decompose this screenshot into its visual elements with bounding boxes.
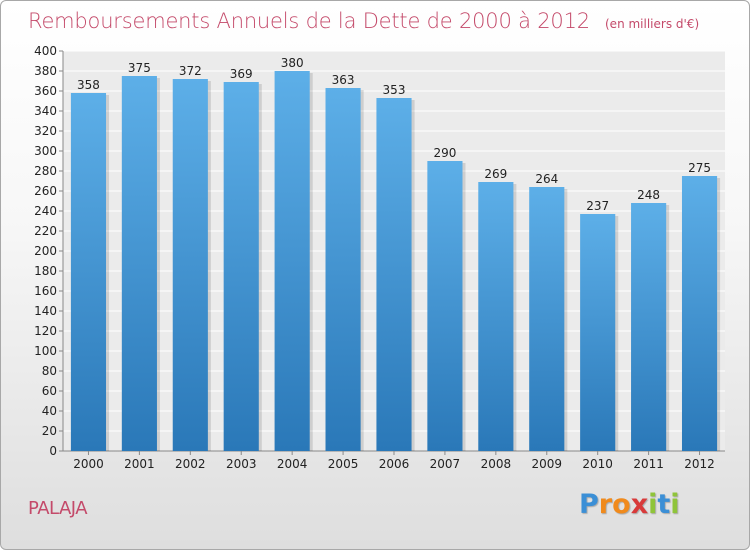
logo-letter: o: [612, 489, 631, 520]
y-tick-label: 200: [34, 244, 57, 258]
data-label: 369: [230, 67, 253, 81]
bar: [121, 76, 157, 451]
y-tick-label: 260: [34, 184, 57, 198]
y-tick-label: 360: [34, 84, 57, 98]
data-label: 237: [586, 199, 609, 213]
bar: [172, 79, 208, 451]
data-label: 358: [77, 78, 100, 92]
x-tick-label: 2009: [531, 457, 562, 471]
data-label: 269: [484, 167, 507, 181]
logo-letter: x: [630, 489, 649, 520]
y-tick-label: 80: [42, 364, 57, 378]
proxiti-logo: Proxiti: [579, 489, 699, 529]
x-tick-label: 2001: [124, 457, 155, 471]
x-tick-label: 2010: [582, 457, 613, 471]
logo-letter: t: [657, 489, 671, 520]
y-tick-label: 0: [49, 444, 57, 458]
y-tick-label: 220: [34, 224, 57, 238]
bar: [325, 88, 361, 451]
x-tick-label: 2002: [175, 457, 206, 471]
y-tick-label: 400: [34, 44, 57, 58]
y-tick-label: 160: [34, 284, 57, 298]
chart-title: Remboursements Annuels de la Dette de 20…: [28, 9, 699, 33]
y-tick-label: 60: [42, 384, 57, 398]
y-tick-label: 140: [34, 304, 57, 318]
x-tick-label: 2008: [481, 457, 512, 471]
chart-title-text: Remboursements Annuels de la Dette de 20…: [28, 9, 590, 33]
data-label: 363: [332, 73, 355, 87]
y-tick-label: 120: [34, 324, 57, 338]
x-tick-label: 2005: [328, 457, 359, 471]
bar: [631, 203, 667, 451]
bar: [529, 187, 565, 451]
x-tick-label: 2000: [73, 457, 104, 471]
y-tick-label: 40: [42, 404, 57, 418]
x-tick-label: 2004: [277, 457, 308, 471]
commune-name: PALAJA: [28, 498, 88, 519]
bar: [580, 214, 616, 451]
x-tick-label: 2006: [379, 457, 410, 471]
y-tick-label: 180: [34, 264, 57, 278]
y-tick-label: 300: [34, 144, 57, 158]
y-tick-label: 240: [34, 204, 57, 218]
x-tick-label: 2012: [684, 457, 715, 471]
data-label: 375: [128, 61, 151, 75]
data-label: 264: [535, 172, 558, 186]
logo-letter: P: [579, 489, 599, 520]
y-tick-label: 20: [42, 424, 57, 438]
bar: [681, 176, 718, 451]
y-tick-label: 100: [34, 344, 57, 358]
bar: [376, 98, 412, 451]
bar: [274, 71, 310, 451]
y-tick-label: 340: [34, 104, 57, 118]
y-tick-label: 320: [34, 124, 57, 138]
x-tick-label: 2007: [430, 457, 461, 471]
data-label: 248: [637, 188, 660, 202]
y-tick-label: 380: [34, 64, 57, 78]
bar: [427, 161, 463, 451]
x-tick-label: 2003: [226, 457, 257, 471]
x-tick-label: 2011: [633, 457, 664, 471]
data-label: 290: [433, 146, 456, 160]
bar: [478, 182, 514, 451]
chart-unit-text: (en milliers d'€): [605, 17, 700, 31]
logo-letter: i: [648, 489, 658, 520]
data-label: 380: [281, 56, 304, 70]
data-label: 275: [688, 161, 711, 175]
logo-letter: i: [670, 489, 680, 520]
logo-letter: r: [598, 489, 613, 520]
y-tick-label: 280: [34, 164, 57, 178]
data-label: 372: [179, 64, 202, 78]
data-label: 353: [383, 83, 406, 97]
bar: [223, 82, 259, 451]
bar: [70, 93, 107, 451]
